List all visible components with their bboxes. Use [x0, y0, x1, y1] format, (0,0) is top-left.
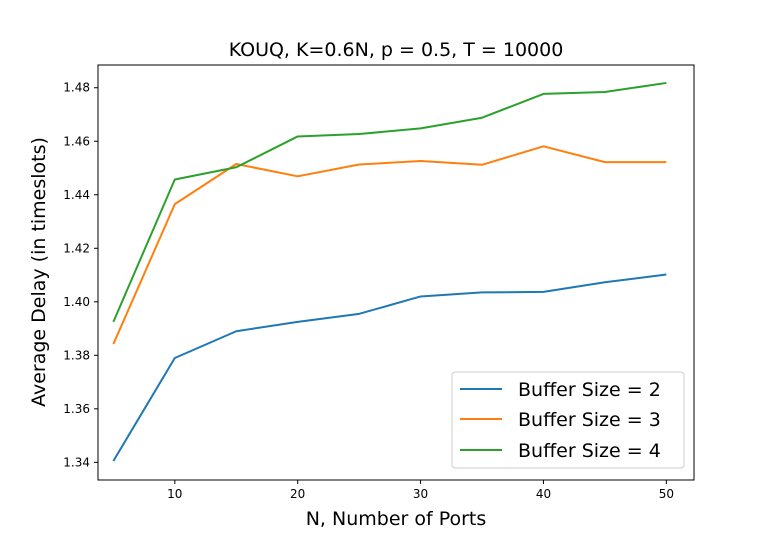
- y-tick-label: 1.36: [63, 402, 90, 416]
- x-tick-label: 10: [167, 487, 182, 501]
- y-tick-label: 1.44: [63, 188, 90, 202]
- y-tick-label: 1.38: [63, 348, 90, 362]
- x-tick-label: 20: [290, 487, 305, 501]
- legend: Buffer Size = 2 Buffer Size = 3 Buffer S…: [452, 372, 684, 468]
- y-tick-label: 1.48: [63, 81, 90, 95]
- x-tick-label: 30: [413, 487, 428, 501]
- y-tick-label: 1.34: [63, 455, 90, 469]
- chart-title: KOUQ, K=0.6N, p = 0.5, T = 10000: [229, 39, 564, 61]
- y-tick-label: 1.42: [63, 241, 90, 255]
- y-axis-label: Average Delay (in timeslots): [28, 137, 50, 407]
- x-tick-label: 40: [536, 487, 551, 501]
- x-tick-label: 50: [659, 487, 674, 501]
- legend-label: Buffer Size = 3: [518, 409, 661, 431]
- legend-label: Buffer Size = 2: [518, 379, 661, 401]
- y-tick-label: 1.46: [63, 134, 90, 148]
- legend-label: Buffer Size = 4: [518, 440, 661, 462]
- x-axis-label: N, Number of Ports: [306, 508, 487, 530]
- y-tick-label: 1.40: [63, 295, 90, 309]
